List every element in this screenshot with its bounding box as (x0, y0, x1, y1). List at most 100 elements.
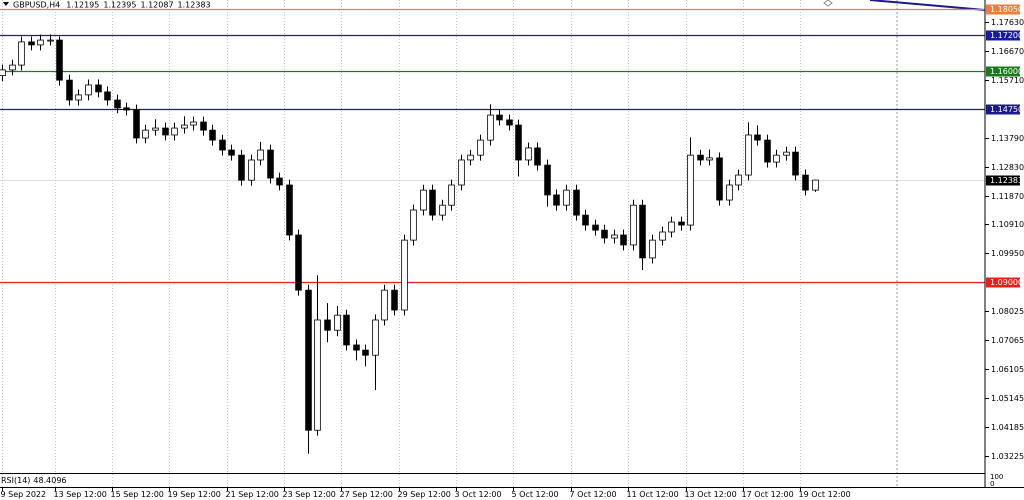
candle-body (802, 174, 809, 191)
candle-body (305, 289, 312, 431)
candle-body (295, 234, 302, 291)
level-tag-label: 1.09000 (990, 278, 1023, 287)
x-tick-label: 21 Sep 12:00 (226, 490, 279, 499)
candle-body (745, 134, 752, 176)
candle-body (639, 204, 646, 259)
candle-body (573, 189, 580, 216)
rsi-name: RSI(14) (1, 476, 30, 485)
axes: 9 Sep 2022 13 Sep 12:00 15 Sep 12:00 19 Sep… (1, 4, 1024, 499)
y-tick-label: 1.06105 (991, 365, 1024, 374)
candle-body (687, 154, 694, 226)
candle-body (630, 204, 637, 246)
menu-arrow (3, 2, 9, 6)
candle-body (276, 177, 283, 186)
x-tick-label: 19 Oct 12:00 (799, 490, 851, 499)
levels (0, 8, 985, 284)
candle-body (114, 99, 121, 109)
x-tick-label: 3 Oct 12:00 (455, 490, 502, 499)
candle-body (133, 109, 140, 139)
candle-body (515, 124, 522, 161)
grid (2, 0, 801, 487)
x-tick-label: 13 Oct 12:00 (685, 490, 737, 499)
candle-body (726, 184, 733, 201)
level-tag (986, 104, 1020, 115)
candle-body (553, 194, 560, 206)
candle-body (9, 64, 16, 71)
x-tick-label: 7 Oct 12:00 (570, 490, 617, 499)
candle-body (783, 151, 790, 156)
candle-body (563, 189, 570, 206)
candle-body (697, 154, 704, 161)
header-open: 1.12195 (66, 0, 99, 9)
candle-body (678, 221, 685, 226)
y-tick-label: 1.12830 (991, 163, 1024, 172)
candle-body (525, 147, 532, 161)
candle-body (611, 234, 618, 239)
y-tick-label: 1.09950 (991, 249, 1024, 258)
candle-body (28, 41, 35, 46)
candle-body (142, 129, 149, 139)
candle-body (506, 119, 513, 126)
candle-body (735, 174, 742, 186)
level-tag (986, 30, 1020, 41)
candle-body (95, 84, 102, 93)
candle-body (620, 234, 627, 246)
level-tag (986, 4, 1020, 15)
candle-body (773, 154, 780, 163)
level-tag-label: 1.17200 (990, 31, 1023, 40)
y-tick-label: 1.15710 (991, 76, 1024, 85)
y-tick-label: 1.07065 (991, 336, 1024, 345)
candle-body (381, 289, 388, 321)
candle-body (353, 344, 360, 351)
candle-body (200, 121, 207, 131)
candle-body (314, 319, 321, 431)
candle-body (257, 149, 264, 161)
candle-body (37, 39, 44, 46)
candle-body (0, 69, 6, 77)
candle-body (324, 319, 331, 331)
level-tag-label: 1.14750 (990, 105, 1023, 114)
candle-body (458, 159, 465, 186)
candle-body (420, 189, 427, 211)
candle-body (66, 79, 73, 101)
rsi-scale: 0 (990, 480, 994, 488)
candle-body (716, 157, 723, 201)
candle-body (343, 314, 350, 346)
candle-body (448, 184, 455, 206)
candle-body (372, 319, 379, 356)
candle-body (123, 107, 130, 111)
y-tick-label: 1.03225 (991, 452, 1024, 461)
y-tick-label: 1.17630 (991, 18, 1024, 27)
candle-body (238, 154, 245, 181)
candles (0, 34, 819, 454)
y-tick-label: 1.11870 (991, 192, 1024, 201)
level-tag (986, 277, 1020, 288)
candle-body (248, 159, 255, 181)
candle-body (219, 139, 226, 151)
x-tick-label: 23 Sep 12:00 (283, 490, 336, 499)
y-tick-label: 1.05145 (991, 394, 1024, 403)
candle-body (286, 184, 293, 236)
candle-body (162, 127, 169, 136)
candle-body (477, 139, 484, 156)
candle-body (228, 149, 235, 156)
rsi-label: RSI(14) 48.4096 (1, 476, 67, 485)
x-tick-label: 29 Sep 12:00 (398, 490, 451, 499)
candle-body (534, 147, 541, 166)
price-tag (986, 175, 1020, 186)
candle-body (582, 214, 589, 226)
candle-body (764, 139, 771, 163)
level-tag-label: 1.18050 (990, 5, 1023, 14)
header-high: 1.12395 (103, 0, 136, 9)
x-tick-label: 17 Oct 12:00 (742, 490, 794, 499)
level-tag-label: 1.16000 (990, 67, 1023, 76)
y-tick-label: 1.16670 (991, 47, 1024, 56)
candle-body (544, 164, 551, 196)
y-tick-label: 1.10910 (991, 220, 1024, 229)
rsi-scale: 100 (990, 473, 1003, 481)
candle-body (75, 94, 82, 101)
candle-body (429, 189, 436, 216)
price-tag-label: 1.12383 (990, 176, 1023, 185)
